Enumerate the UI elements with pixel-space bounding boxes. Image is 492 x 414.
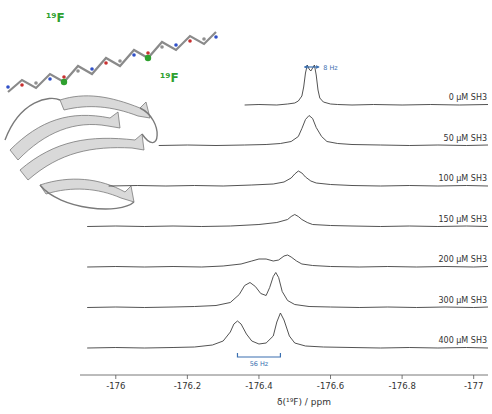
atom xyxy=(48,77,52,81)
atom xyxy=(6,85,10,89)
atom xyxy=(118,59,122,63)
bracket xyxy=(237,353,280,357)
axis-line xyxy=(80,375,488,376)
fluorine-atom xyxy=(145,55,151,61)
tick xyxy=(330,375,331,379)
atom xyxy=(174,43,178,47)
spectrum xyxy=(87,215,488,227)
tick xyxy=(473,375,474,379)
tick xyxy=(187,375,188,379)
atom xyxy=(132,53,136,57)
atom xyxy=(202,37,206,41)
axis-title: δ(¹⁹F) / ppm xyxy=(277,397,331,407)
tick xyxy=(115,375,116,379)
beta-strand xyxy=(20,134,144,180)
x-axis: -176 -176.2 -176.4 -176.6 -176.8 -177 xyxy=(80,375,488,391)
tick-label: -176.8 xyxy=(388,381,415,391)
peptide-chain xyxy=(8,32,216,92)
trace-label: 200 µM SH3 xyxy=(438,255,487,264)
fluorine-atom xyxy=(61,79,67,85)
tick-label: -176.4 xyxy=(245,381,272,391)
spectrum xyxy=(87,273,488,308)
spectrum xyxy=(109,171,488,186)
arrow-head xyxy=(304,65,319,69)
tick-label: -176.2 xyxy=(174,381,201,391)
tick-label: -176.6 xyxy=(317,381,344,391)
beta-strand xyxy=(40,179,134,202)
trace-label: 400 µM SH3 xyxy=(438,336,487,345)
beta-strand xyxy=(60,96,150,118)
atom xyxy=(188,39,192,43)
annotation-label: 56 Hz xyxy=(250,360,269,368)
spectra xyxy=(87,65,488,348)
trace-label: 100 µM SH3 xyxy=(438,174,487,183)
atom xyxy=(34,81,38,85)
trace-label: 50 µM SH3 xyxy=(444,134,487,143)
fluorine-label: ¹⁹F xyxy=(160,71,179,85)
spectrum xyxy=(87,255,488,267)
atom xyxy=(160,45,164,49)
spectrum xyxy=(245,65,488,105)
linewidth-annotation: 56 Hz xyxy=(237,353,280,368)
atom xyxy=(214,35,218,39)
trace-label: 300 µM SH3 xyxy=(438,296,487,305)
spectrum xyxy=(87,313,488,348)
linewidth-annotation: 8 Hz xyxy=(304,64,338,72)
tick-label: -177 xyxy=(464,381,483,391)
atom xyxy=(90,67,94,71)
trace-label: 0 µM SH3 xyxy=(449,93,487,102)
protein-cartoon xyxy=(5,32,218,209)
tick-label: -176 xyxy=(106,381,125,391)
tick xyxy=(402,375,403,379)
atom xyxy=(76,69,80,73)
atom xyxy=(62,75,66,79)
atom xyxy=(104,61,108,65)
figure: -176 -176.2 -176.4 -176.6 -176.8 -177 δ(¹⁹F) /… xyxy=(0,0,492,414)
tick xyxy=(258,375,259,379)
spectrum xyxy=(159,116,488,146)
annotation-label: 8 Hz xyxy=(323,64,338,72)
trace-label: 150 µM SH3 xyxy=(438,215,487,224)
atom xyxy=(20,83,24,87)
loop xyxy=(5,98,157,209)
fluorine-label: ¹⁹F xyxy=(46,11,65,25)
atom xyxy=(146,51,150,55)
